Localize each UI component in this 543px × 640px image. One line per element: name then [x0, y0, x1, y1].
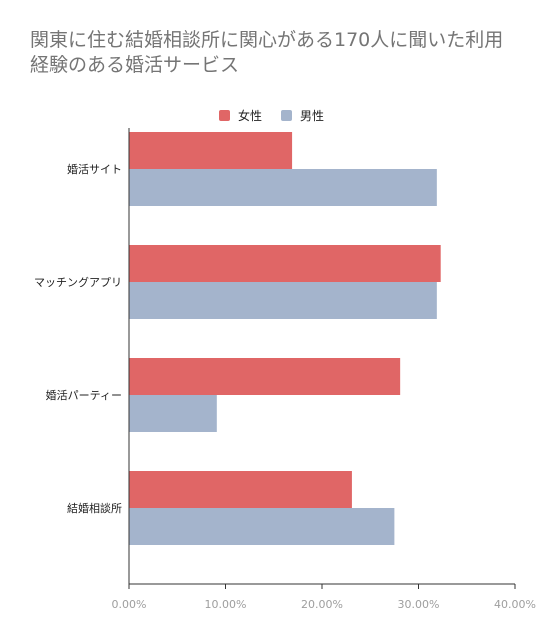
bar-female-3 [129, 471, 352, 508]
x-tick-label: 0.00% [112, 598, 147, 611]
bar-female-0 [129, 132, 293, 169]
legend-swatch-male [281, 109, 292, 121]
x-tick-label: 10.00% [205, 598, 247, 611]
bar-male-2 [129, 395, 217, 432]
x-tick-label: 30.00% [398, 598, 440, 611]
legend-item-male: 男性 [281, 106, 324, 124]
category-label: 結婚相談所 [67, 501, 122, 515]
bar-male-0 [129, 169, 437, 206]
legend-label-female: 女性 [238, 108, 263, 123]
x-tick-label: 40.00% [494, 598, 536, 611]
legend-label-male: 男性 [300, 108, 325, 123]
bar-male-1 [129, 282, 437, 319]
chart-title: 関東に住む結婚相談所に関心がある170人に聞いた利用経験のある婚活サービス [30, 29, 504, 76]
x-tick-label: 20.00% [301, 598, 343, 611]
category-label: 婚活サイト [67, 162, 122, 176]
legend: 女性 男性 [0, 106, 543, 124]
bar-female-2 [129, 358, 401, 395]
category-label: マッチングアプリ [34, 275, 122, 289]
bar-male-3 [129, 508, 395, 545]
category-label: 婚活パーティー [46, 388, 122, 402]
legend-swatch-female [219, 109, 230, 121]
legend-item-female: 女性 [219, 106, 262, 124]
bar-female-1 [129, 245, 441, 282]
